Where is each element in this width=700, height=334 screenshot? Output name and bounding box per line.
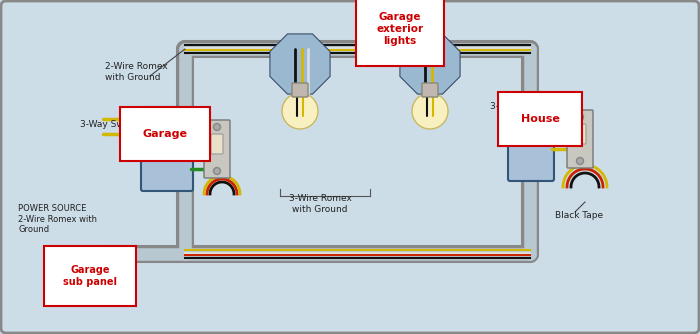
FancyBboxPatch shape xyxy=(204,120,230,178)
FancyBboxPatch shape xyxy=(292,83,308,97)
Text: 2-Wire Romex
with Ground: 2-Wire Romex with Ground xyxy=(105,62,168,82)
Polygon shape xyxy=(400,34,460,94)
Text: Garage: Garage xyxy=(143,129,188,139)
FancyBboxPatch shape xyxy=(141,107,193,191)
Text: Garage
exterior
lights: Garage exterior lights xyxy=(377,12,424,46)
Polygon shape xyxy=(270,34,330,94)
Circle shape xyxy=(215,125,219,129)
Text: 3-Way Switch: 3-Way Switch xyxy=(490,102,551,111)
Circle shape xyxy=(282,93,318,129)
Text: POWER SOURCE
2-Wire Romex with
Ground: POWER SOURCE 2-Wire Romex with Ground xyxy=(18,204,97,234)
Circle shape xyxy=(214,124,220,131)
Circle shape xyxy=(578,159,582,163)
FancyBboxPatch shape xyxy=(567,110,593,168)
Circle shape xyxy=(578,115,582,119)
Circle shape xyxy=(577,158,584,165)
Text: House: House xyxy=(521,114,559,124)
FancyBboxPatch shape xyxy=(211,134,223,154)
Circle shape xyxy=(215,169,219,173)
Circle shape xyxy=(214,167,220,174)
Circle shape xyxy=(577,114,584,121)
FancyBboxPatch shape xyxy=(422,83,438,97)
Text: 3-Wire Romex
with Ground: 3-Wire Romex with Ground xyxy=(288,194,351,214)
FancyBboxPatch shape xyxy=(508,102,554,181)
Text: Garage
sub panel: Garage sub panel xyxy=(63,265,117,287)
Circle shape xyxy=(412,93,448,129)
FancyBboxPatch shape xyxy=(574,124,586,144)
Polygon shape xyxy=(400,34,460,94)
Polygon shape xyxy=(270,34,330,94)
Text: Black Tape: Black Tape xyxy=(555,211,603,220)
Text: 3-Way Switch: 3-Way Switch xyxy=(80,120,141,129)
